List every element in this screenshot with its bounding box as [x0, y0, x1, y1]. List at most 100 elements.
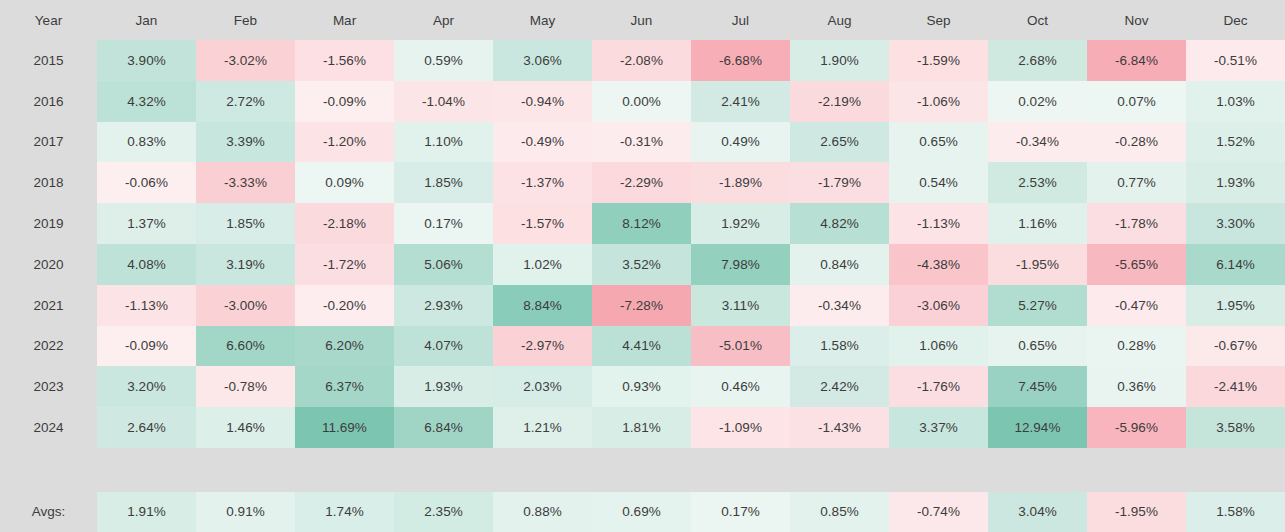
- heatmap-cell-2022-apr: 4.07%: [394, 326, 493, 367]
- heatmap-cell-avg-mar: 1.74%: [295, 492, 394, 532]
- heatmap-cell-2015-sep: -1.59%: [889, 40, 988, 81]
- heatmap-cell-2022-jun: 4.41%: [592, 326, 691, 367]
- column-header-oct: Oct: [988, 0, 1087, 40]
- heatmap-row-2019: 20191.37%1.85%-2.18%0.17%-1.57%8.12%1.92…: [0, 203, 1285, 244]
- heatmap-cell-2022-jul: -5.01%: [691, 326, 790, 367]
- heatmap-cell-2021-oct: 5.27%: [988, 285, 1087, 326]
- heatmap-cell-2023-jun: 0.93%: [592, 366, 691, 407]
- heatmap-cell-avg-may: 0.88%: [493, 492, 592, 532]
- heatmap-cell-avg-sep: -0.74%: [889, 492, 988, 532]
- heatmap-cell-2022-dec: -0.67%: [1186, 326, 1285, 367]
- heatmap-cell-2022-sep: 1.06%: [889, 326, 988, 367]
- heatmap-cell-2021-feb: -3.00%: [196, 285, 295, 326]
- heatmap-cell-2016-dec: 1.03%: [1186, 81, 1285, 122]
- heatmap-cell-2020-aug: 0.84%: [790, 244, 889, 285]
- row-label-2024: 2024: [0, 407, 97, 448]
- heatmap-cell-2023-mar: 6.37%: [295, 366, 394, 407]
- heatmap-row-2017: 20170.83%3.39%-1.20%1.10%-0.49%-0.31%0.4…: [0, 122, 1285, 163]
- column-header-feb: Feb: [196, 0, 295, 40]
- heatmap-cell-avg-dec: 1.58%: [1186, 492, 1285, 532]
- heatmap-cell-2018-jun: -2.29%: [592, 162, 691, 203]
- heatmap-cell-2022-aug: 1.58%: [790, 326, 889, 367]
- heatmap-cell-2020-oct: -1.95%: [988, 244, 1087, 285]
- heatmap-cell-2021-aug: -0.34%: [790, 285, 889, 326]
- heatmap-cell-2020-dec: 6.14%: [1186, 244, 1285, 285]
- heatmap-cell-2017-dec: 1.52%: [1186, 122, 1285, 163]
- row-label-2017: 2017: [0, 122, 97, 163]
- heatmap-cell-2015-jun: -2.08%: [592, 40, 691, 81]
- heatmap-cell-2015-dec: -0.51%: [1186, 40, 1285, 81]
- heatmap-cell-2020-nov: -5.65%: [1087, 244, 1186, 285]
- heatmap-cell-2020-jun: 3.52%: [592, 244, 691, 285]
- heatmap-cell-2024-feb: 1.46%: [196, 407, 295, 448]
- heatmap-cell-2021-nov: -0.47%: [1087, 285, 1186, 326]
- heatmap-cell-2022-oct: 0.65%: [988, 326, 1087, 367]
- heatmap-cell-2023-aug: 2.42%: [790, 366, 889, 407]
- row-label-2015: 2015: [0, 40, 97, 81]
- heatmap-row-2023: 20233.20%-0.78%6.37%1.93%2.03%0.93%0.46%…: [0, 366, 1285, 407]
- heatmap-cell-2019-jul: 1.92%: [691, 203, 790, 244]
- heatmap-cell-2015-jan: 3.90%: [97, 40, 196, 81]
- heatmap-cell-2016-jul: 2.41%: [691, 81, 790, 122]
- row-label-2020: 2020: [0, 244, 97, 285]
- heatmap-cell-2023-may: 2.03%: [493, 366, 592, 407]
- heatmap-cell-avg-oct: 3.04%: [988, 492, 1087, 532]
- column-header-jun: Jun: [592, 0, 691, 40]
- heatmap-cell-2015-feb: -3.02%: [196, 40, 295, 81]
- gap-row: [0, 448, 1285, 492]
- heatmap-cell-2017-apr: 1.10%: [394, 122, 493, 163]
- heatmap-cell-2018-mar: 0.09%: [295, 162, 394, 203]
- heatmap-cell-2020-sep: -4.38%: [889, 244, 988, 285]
- averages-row: Avgs: 1.91%0.91%1.74%2.35%0.88%0.69%0.17…: [0, 492, 1285, 532]
- heatmap-cell-2019-oct: 1.16%: [988, 203, 1087, 244]
- heatmap-cell-2019-dec: 3.30%: [1186, 203, 1285, 244]
- column-header-year: Year: [0, 0, 97, 40]
- heatmap-cell-2024-may: 1.21%: [493, 407, 592, 448]
- heatmap-cell-2020-jul: 7.98%: [691, 244, 790, 285]
- heatmap-cell-2023-jul: 0.46%: [691, 366, 790, 407]
- heatmap-cell-2021-dec: 1.95%: [1186, 285, 1285, 326]
- row-label-2021: 2021: [0, 285, 97, 326]
- heatmap-cell-2016-sep: -1.06%: [889, 81, 988, 122]
- heatmap-cell-2024-jul: -1.09%: [691, 407, 790, 448]
- heatmap-cell-2020-apr: 5.06%: [394, 244, 493, 285]
- heatmap-cell-2018-sep: 0.54%: [889, 162, 988, 203]
- heatmap-cell-2016-may: -0.94%: [493, 81, 592, 122]
- heatmap-cell-2017-mar: -1.20%: [295, 122, 394, 163]
- heatmap-cell-avg-nov: -1.95%: [1087, 492, 1186, 532]
- heatmap-cell-2016-feb: 2.72%: [196, 81, 295, 122]
- heatmap-cell-2020-may: 1.02%: [493, 244, 592, 285]
- heatmap-cell-2015-may: 3.06%: [493, 40, 592, 81]
- heatmap-cell-2024-sep: 3.37%: [889, 407, 988, 448]
- column-header-jul: Jul: [691, 0, 790, 40]
- heatmap-cell-2016-oct: 0.02%: [988, 81, 1087, 122]
- heatmap-cell-avg-jan: 1.91%: [97, 492, 196, 532]
- heatmap-row-2016: 20164.32%2.72%-0.09%-1.04%-0.94%0.00%2.4…: [0, 81, 1285, 122]
- heatmap-row-2018: 2018-0.06%-3.33%0.09%1.85%-1.37%-2.29%-1…: [0, 162, 1285, 203]
- heatmap-cell-2022-mar: 6.20%: [295, 326, 394, 367]
- heatmap-cell-avg-jul: 0.17%: [691, 492, 790, 532]
- heatmap-cell-2019-jun: 8.12%: [592, 203, 691, 244]
- heatmap-cell-2016-aug: -2.19%: [790, 81, 889, 122]
- heatmap-cell-2018-oct: 2.53%: [988, 162, 1087, 203]
- heatmap-cell-2019-sep: -1.13%: [889, 203, 988, 244]
- heatmap-cell-2019-apr: 0.17%: [394, 203, 493, 244]
- heatmap-row-2020: 20204.08%3.19%-1.72%5.06%1.02%3.52%7.98%…: [0, 244, 1285, 285]
- heatmap-cell-2021-mar: -0.20%: [295, 285, 394, 326]
- heatmap-cell-2020-feb: 3.19%: [196, 244, 295, 285]
- heatmap-cell-2021-apr: 2.93%: [394, 285, 493, 326]
- heatmap-cell-2021-jun: -7.28%: [592, 285, 691, 326]
- heatmap-cell-2015-jul: -6.68%: [691, 40, 790, 81]
- heatmap-cell-2018-feb: -3.33%: [196, 162, 295, 203]
- heatmap-cell-2022-feb: 6.60%: [196, 326, 295, 367]
- heatmap-cell-2021-jul: 3.11%: [691, 285, 790, 326]
- row-label-2016: 2016: [0, 81, 97, 122]
- heatmap-cell-2019-nov: -1.78%: [1087, 203, 1186, 244]
- heatmap-cell-2024-jan: 2.64%: [97, 407, 196, 448]
- heatmap-cell-2015-aug: 1.90%: [790, 40, 889, 81]
- heatmap-cell-2018-apr: 1.85%: [394, 162, 493, 203]
- heatmap-cell-2024-jun: 1.81%: [592, 407, 691, 448]
- heatmap-cell-2016-nov: 0.07%: [1087, 81, 1186, 122]
- heatmap-cell-avg-aug: 0.85%: [790, 492, 889, 532]
- heatmap-body: 20153.90%-3.02%-1.56%0.59%3.06%-2.08%-6.…: [0, 40, 1285, 448]
